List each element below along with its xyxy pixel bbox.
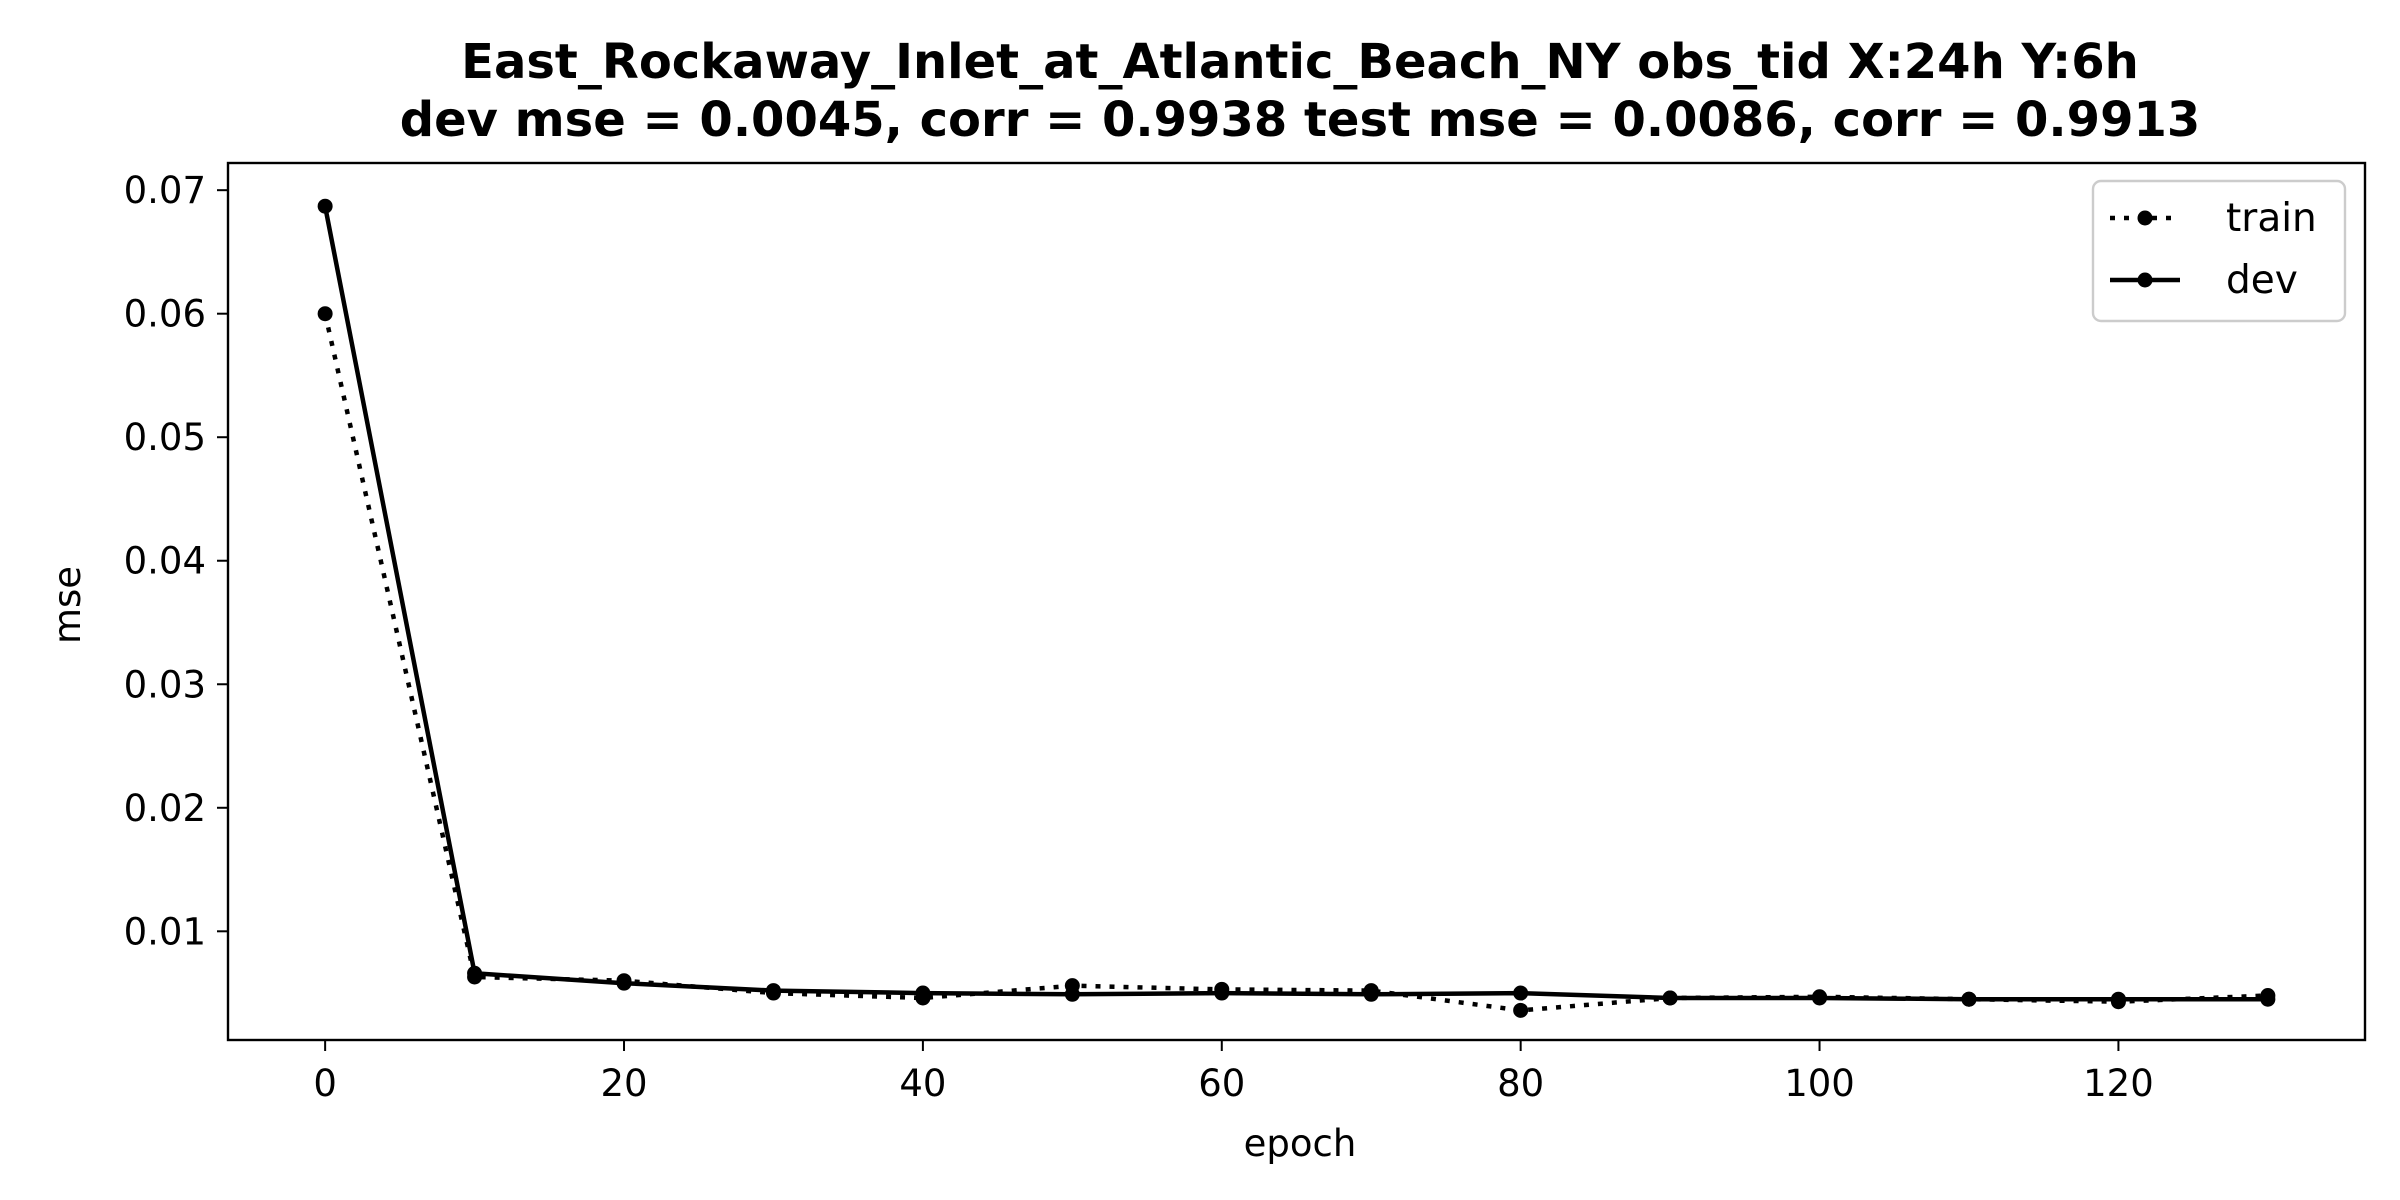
data-point-dev xyxy=(1513,985,1529,1001)
data-point-dev xyxy=(1662,990,1678,1006)
data-point-dev xyxy=(467,965,483,981)
chart-title-line-2: dev mse = 0.0045, corr = 0.9938 test mse… xyxy=(400,92,2201,148)
data-point-dev xyxy=(1812,990,1828,1006)
data-point-dev xyxy=(1961,991,1977,1007)
legend-train-label: train xyxy=(2226,196,2317,241)
data-point-dev xyxy=(915,985,931,1001)
data-point-dev xyxy=(317,198,333,214)
y-tick-label: 0.04 xyxy=(124,540,206,583)
plot-area: 0 20 40 60 80 100 120 0.01 0.02 0.03 0.04 0.05 0.06 0… xyxy=(124,169,2276,1105)
data-point-dev xyxy=(1064,986,1080,1002)
legend-train-marker xyxy=(2137,210,2153,226)
chart-title-line-1: East_Rockaway_Inlet_at_Atlantic_Beach_NY… xyxy=(461,34,2139,90)
axes-frame xyxy=(226,161,2367,1042)
data-point-dev xyxy=(2260,991,2276,1007)
series-line-dev xyxy=(322,205,2268,1002)
x-tick-label: 40 xyxy=(899,1062,946,1105)
legend-dev-label: dev xyxy=(2226,258,2298,303)
x-tick-label: 20 xyxy=(600,1062,647,1105)
data-point-dev xyxy=(2110,991,2126,1007)
data-point-dev xyxy=(1363,986,1379,1002)
y-tick-label: 0.02 xyxy=(124,787,206,830)
x-tick-label: 80 xyxy=(1497,1062,1544,1105)
y-tick-label: 0.01 xyxy=(124,910,206,953)
y-tick-label: 0.05 xyxy=(124,416,206,459)
x-tick-label: 100 xyxy=(1784,1062,1855,1105)
y-tick-label: 0.07 xyxy=(124,169,206,212)
data-point-train xyxy=(317,306,333,322)
data-point-train xyxy=(1513,1002,1529,1018)
x-tick-label: 60 xyxy=(1198,1062,1245,1105)
y-tick-label: 0.03 xyxy=(124,663,206,706)
legend-dev-marker xyxy=(2137,272,2153,288)
x-axis-label: epoch xyxy=(1244,1122,1357,1165)
data-point-dev xyxy=(616,975,632,991)
data-point-dev xyxy=(1214,985,1230,1001)
y-axis-label: mse xyxy=(46,566,89,644)
x-tick-label: 0 xyxy=(313,1062,337,1105)
data-point-dev xyxy=(765,983,781,999)
y-tick-label: 0.06 xyxy=(124,293,206,336)
x-tick-label: 120 xyxy=(2083,1062,2154,1105)
legend: train dev xyxy=(2091,179,2347,323)
